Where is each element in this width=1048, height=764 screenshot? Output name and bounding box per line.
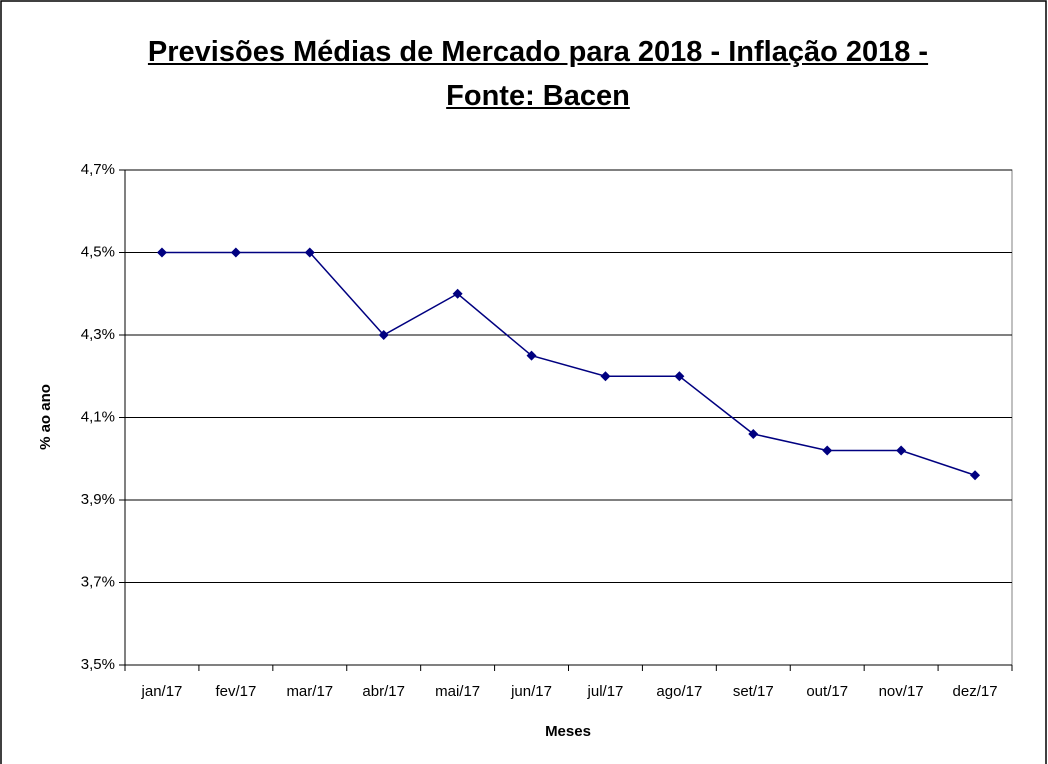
data-point <box>674 371 685 382</box>
y-tick-label: 3,9% <box>81 491 115 508</box>
series-line <box>161 251 976 476</box>
x-tick-label: abr/17 <box>362 683 405 700</box>
data-point <box>822 445 833 456</box>
data-point <box>452 288 463 299</box>
data-point <box>526 350 537 361</box>
y-tick-label: 4,7% <box>81 161 115 178</box>
x-tick-label: dez/17 <box>953 683 998 700</box>
y-tick-label: 3,5% <box>81 656 115 673</box>
x-tick-label: jun/17 <box>510 683 552 700</box>
data-point <box>970 470 981 481</box>
data-point <box>600 371 611 382</box>
y-tick-label: 4,5% <box>81 243 115 260</box>
x-tick-label: fev/17 <box>215 683 256 700</box>
data-point <box>896 445 907 456</box>
data-point <box>230 247 241 258</box>
x-tick-label: nov/17 <box>879 683 924 700</box>
x-tick-label: ago/17 <box>656 683 702 700</box>
x-tick-label: mai/17 <box>435 683 480 700</box>
y-axis-label: % ao ano <box>37 384 54 450</box>
chart-title: Previsões Médias de Mercado para 2018 - … <box>147 36 929 112</box>
y-tick-label: 4,3% <box>81 326 115 343</box>
x-tick-label: set/17 <box>733 683 774 700</box>
x-tick-label: out/17 <box>806 683 848 700</box>
y-tick-label: 3,7% <box>81 573 115 590</box>
data-point <box>304 247 315 258</box>
y-tick-label: 4,1% <box>81 408 115 425</box>
x-tick-label: jan/17 <box>141 683 183 700</box>
x-axis-label: Meses <box>545 723 591 740</box>
data-point <box>378 330 389 340</box>
x-tick-label: jul/17 <box>587 683 624 700</box>
data-point <box>156 247 167 258</box>
x-tick-label: mar/17 <box>286 683 333 700</box>
data-point <box>748 429 759 439</box>
